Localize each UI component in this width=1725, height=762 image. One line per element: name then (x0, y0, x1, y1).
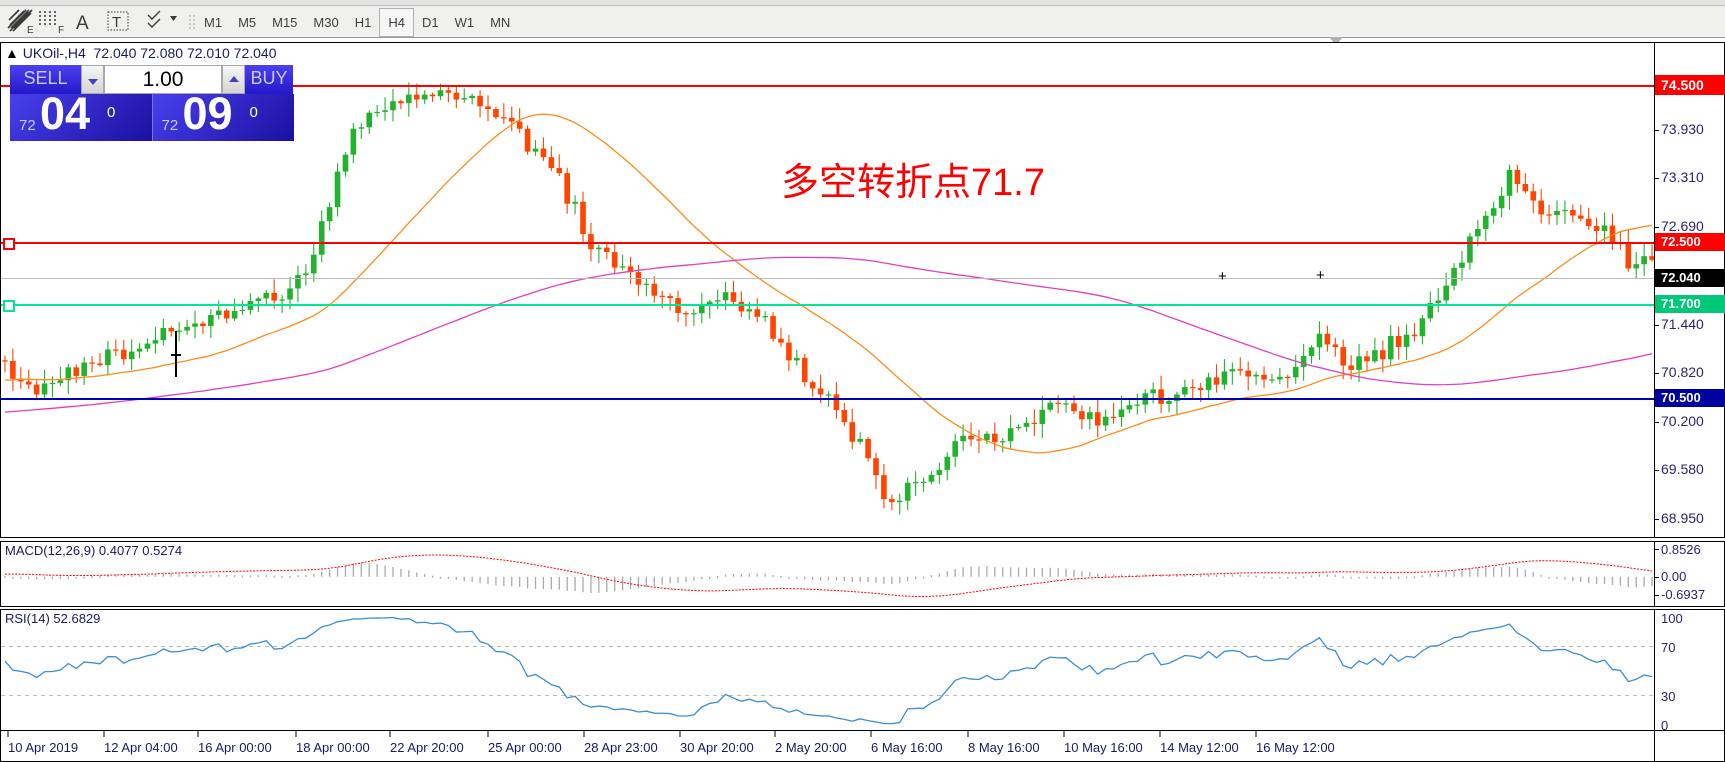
svg-text:A: A (76, 13, 89, 34)
svg-text:E: E (27, 25, 34, 36)
svg-text:T: T (112, 14, 121, 31)
svg-text:F: F (58, 25, 64, 36)
